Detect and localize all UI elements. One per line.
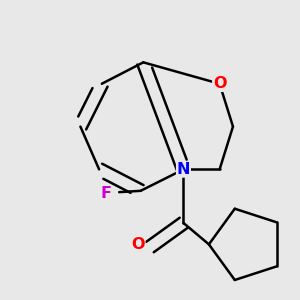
Text: N: N: [177, 162, 190, 177]
Text: F: F: [100, 186, 111, 201]
Text: O: O: [213, 76, 226, 91]
Text: O: O: [131, 237, 145, 252]
